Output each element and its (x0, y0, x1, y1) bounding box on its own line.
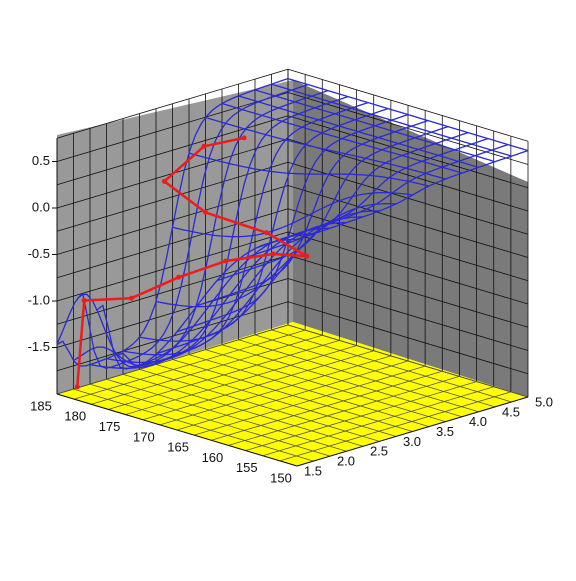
axis-lines (56, 138, 529, 467)
y-tick-label: 3.0 (403, 434, 421, 449)
x-tick-label: 155 (236, 460, 258, 475)
x-tick-label: 150 (270, 470, 292, 485)
highlight-path-point (128, 295, 134, 301)
mesh-line-constant-x (296, 149, 529, 241)
y-tick-label: 2.5 (370, 444, 388, 459)
floor-gridline (279, 391, 511, 462)
highlight-path (76, 136, 309, 387)
z-tick-label: 0.5 (32, 153, 50, 168)
floor-gridline (211, 370, 443, 441)
x-tick-label: 165 (167, 440, 189, 455)
surface-mesh (56, 77, 529, 370)
highlight-path-point (304, 253, 310, 259)
x-tick-label: 160 (202, 450, 224, 465)
mesh-line-constant-x (196, 119, 429, 307)
floor-gridline (159, 355, 391, 426)
x-tick-label: 175 (99, 419, 121, 434)
z-tick-label: -1.0 (28, 292, 50, 307)
back-wall (57, 80, 293, 394)
mesh-line-constant-x (176, 113, 409, 333)
mesh-line-constant-x (216, 125, 449, 282)
mesh-line-constant-x (96, 89, 329, 370)
y-tick-label: 5.0 (535, 394, 553, 409)
floor-gridline (245, 381, 477, 451)
highlight-path-group (74, 135, 310, 390)
y-tick-label: 2.0 (337, 454, 355, 469)
highlight-path-point (203, 209, 209, 215)
mesh-line-constant-x (236, 131, 469, 262)
floor-gridline (74, 329, 306, 400)
y-tick-label: 1.5 (304, 463, 322, 478)
floor-gridline (142, 350, 374, 421)
highlight-path-point (270, 251, 276, 257)
mesh-line-constant-x (256, 137, 489, 249)
floor-gridline (125, 345, 357, 415)
mesh-line-constant-x (56, 77, 289, 367)
highlight-path-point (81, 298, 87, 304)
y-axis-line (296, 396, 529, 467)
highlight-path-point (223, 258, 229, 264)
y-tick-label: 3.5 (436, 424, 454, 439)
highlight-path-point (263, 230, 269, 236)
y-tick-label: 4.0 (469, 414, 487, 429)
right-wall (293, 80, 528, 397)
highlight-path-point (74, 384, 80, 390)
mesh-line-constant-x (116, 95, 349, 369)
floor-gridline (108, 340, 340, 410)
highlight-path-point (176, 274, 182, 280)
highlight-path-point (201, 143, 207, 149)
floor-gridline (228, 376, 460, 446)
floor-gridline (194, 365, 426, 436)
mesh-line-constant-x (76, 83, 309, 369)
floor-gridline (56, 324, 289, 395)
tick-labels: 0.5 0.0 -0.5 -1.0 -1.5 185 180 175 170 165 160 155 1… (28, 153, 553, 486)
mesh-line-constant-x (156, 107, 389, 355)
floor-plane (57, 322, 528, 466)
floor-gridline (262, 386, 494, 457)
z-tick-label: -0.5 (28, 246, 50, 261)
floor-gridlines (56, 324, 529, 467)
z-tick-label: 0.0 (32, 199, 50, 214)
y-tick-label: 4.5 (502, 404, 520, 419)
x-tick-label: 170 (133, 429, 155, 444)
highlight-path-point (241, 135, 247, 141)
x-axis-line (56, 393, 298, 467)
floor-gridline (91, 334, 323, 405)
x-tick-label: 185 (30, 398, 52, 413)
floor-gridline (176, 360, 409, 431)
highlight-path-point (161, 178, 167, 184)
z-tick-label: -1.5 (28, 339, 50, 354)
x-tick-label: 180 (64, 409, 86, 424)
